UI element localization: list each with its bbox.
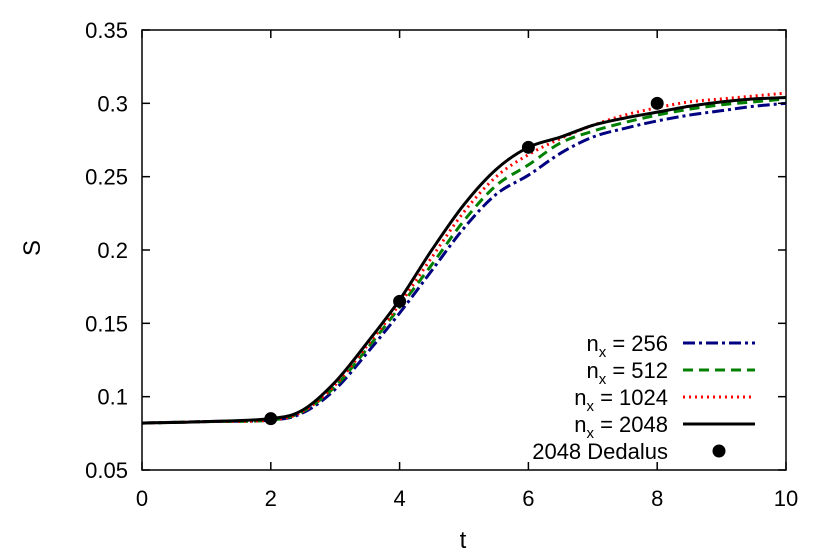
series-line-0	[141, 101, 787, 425]
axis-ticks: 0 2 4 6 8 10 0.05 0.1 0.15 0.2 0.25 0.3 0.35	[85, 18, 798, 511]
y-tick-label: 0.3	[97, 91, 128, 116]
data-point-dedalus	[393, 294, 407, 308]
legend-label: 2048 Dedalus	[532, 439, 668, 464]
x-tick-label: 8	[651, 486, 663, 511]
y-axis-title: S	[19, 240, 46, 256]
x-axis-title: t	[460, 527, 467, 554]
legend-label: nx = 512	[586, 358, 668, 388]
data-point-dedalus	[650, 96, 664, 110]
y-tick-label: 0.25	[85, 165, 128, 190]
legend-label: nx = 1024	[574, 385, 668, 415]
x-tick-label: 2	[265, 486, 277, 511]
y-tick-label: 0.2	[97, 238, 128, 263]
x-tick-label: 0	[136, 486, 148, 511]
series-line-1	[141, 97, 787, 425]
series-line-2	[141, 91, 787, 425]
x-tick-label: 6	[522, 486, 534, 511]
x-tick-label: 10	[774, 486, 798, 511]
legend-label: nx = 256	[586, 331, 668, 361]
plot-area	[141, 29, 787, 471]
y-tick-label: 0.05	[85, 458, 128, 483]
y-tick-label: 0.1	[97, 385, 128, 410]
y-tick-label: 0.15	[85, 311, 128, 336]
legend-label: nx = 2048	[574, 412, 668, 442]
series-line-3	[141, 95, 787, 425]
x-tick-label: 4	[393, 486, 405, 511]
data-point-dedalus	[264, 412, 278, 426]
data-point-dedalus	[521, 140, 535, 154]
plot-frame	[141, 29, 787, 471]
y-tick-label: 0.35	[85, 18, 128, 43]
legend-marker	[712, 444, 726, 458]
